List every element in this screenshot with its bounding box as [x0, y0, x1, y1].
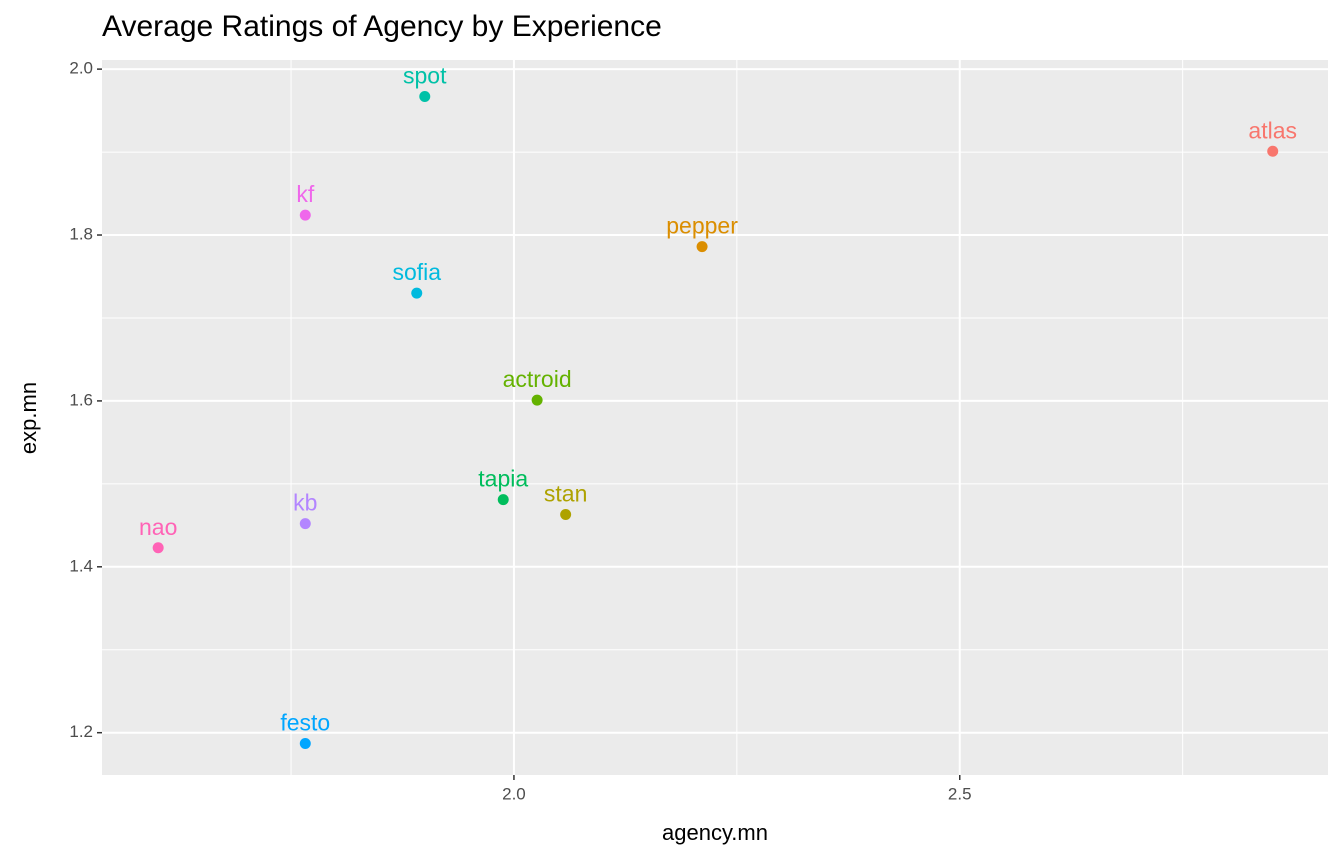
point-label: kb: [293, 490, 317, 516]
y-tick-label: 1.8: [69, 225, 93, 244]
chart-title: Average Ratings of Agency by Experience: [102, 10, 662, 43]
point-label: sofia: [392, 259, 441, 285]
point: [531, 394, 543, 406]
x-tick-label: 2.5: [948, 784, 972, 803]
x-tick-label: 2.0: [502, 784, 526, 803]
point: [299, 737, 311, 749]
point-label: stan: [544, 481, 587, 507]
point: [419, 90, 431, 102]
y-tick-label: 2.0: [69, 59, 93, 78]
y-tick-label: 1.4: [69, 556, 93, 575]
point-label: tapia: [478, 466, 528, 492]
point: [411, 287, 423, 299]
x-axis-label: agency.mn: [662, 820, 768, 845]
point-label: kf: [296, 181, 315, 207]
point: [299, 209, 311, 221]
point: [299, 518, 311, 530]
point: [696, 241, 708, 253]
point-label: festo: [280, 710, 330, 736]
panel: [102, 60, 1328, 775]
point-label: nao: [139, 514, 177, 540]
point: [152, 542, 164, 554]
y-tick-label: 1.2: [69, 722, 93, 741]
point: [1267, 145, 1279, 157]
point-label: pepper: [666, 213, 738, 239]
point-label: spot: [403, 63, 447, 89]
point-label: atlas: [1248, 117, 1297, 143]
y-tick-label: 1.6: [69, 390, 93, 409]
y-axis-label: exp.mn: [16, 382, 41, 454]
point-label: actroid: [503, 366, 572, 392]
point: [560, 509, 572, 521]
point: [497, 494, 509, 506]
